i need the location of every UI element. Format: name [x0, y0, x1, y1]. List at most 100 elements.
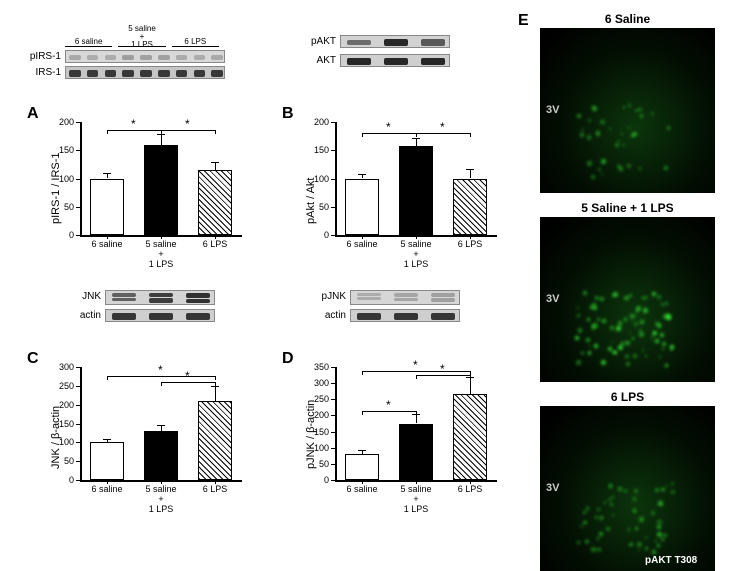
blot-D-band-0-2-b [431, 298, 455, 302]
chart-B-err-2 [470, 169, 471, 178]
chart-D-yticklabel-50: 50 [303, 459, 329, 469]
chart-B-yticklabel-100: 100 [303, 174, 329, 184]
fluo-dot-2-45 [610, 503, 613, 506]
chart-B-ytick-0 [331, 235, 335, 236]
fluo-dot-2-9 [606, 527, 609, 530]
chart-D-yticklabel-0: 0 [303, 475, 329, 485]
fluo-dot-1-67 [633, 354, 637, 358]
chart-B-yaxis [335, 122, 337, 235]
chart-A-ytick-0 [76, 235, 80, 236]
fluo-dot-0-27 [639, 167, 642, 170]
fluo-dot-2-0 [597, 508, 600, 511]
chart-A-xlabel-0-0: 6 saline [82, 240, 131, 250]
chart-D-xlabel-0-0: 6 saline [337, 485, 386, 495]
blot-B-band-1-1 [384, 58, 408, 66]
panel-letter-B: B [282, 105, 294, 123]
blot-B-strip-0 [340, 35, 450, 48]
chart-A-yticklabel-100: 100 [48, 174, 74, 184]
blot-C-strip-1 [105, 309, 215, 322]
blot-C-band-1-1 [149, 313, 173, 321]
chart-C-sigtickL-0 [107, 376, 108, 380]
chart-D-ytick-150 [331, 432, 335, 433]
fluo-dot-0-4 [640, 114, 644, 118]
chart-A-err-1 [161, 134, 162, 144]
chart-D-sigstar-0: * [413, 358, 418, 372]
fluo-dot-2-40 [618, 487, 622, 491]
fluo-dot-1-52 [657, 295, 661, 299]
blot-D-band-0-1-a [394, 293, 418, 297]
fluo-dot-0-15 [667, 126, 670, 129]
chart-B-err-1 [416, 138, 417, 146]
chart-B-errcap-2 [466, 169, 474, 170]
chart-C-yticklabel-150: 150 [48, 419, 74, 429]
fluo-dot-0-23 [631, 135, 633, 137]
chart-B-ytick-150 [331, 150, 335, 151]
chart-C-xlabel-1-2: 1 LPS [136, 505, 185, 515]
chart-B-sigstar-0: * [386, 120, 391, 134]
blot-A-bracket-0 [65, 46, 112, 47]
blot-A-band-1-1 [87, 70, 99, 78]
fluo-dot-1-69 [663, 314, 667, 318]
fluo-dot-2-26 [595, 516, 598, 519]
fluo-dot-2-15 [637, 542, 641, 546]
chart-A-yticklabel-50: 50 [48, 202, 74, 212]
blot-C-band-0-0-b [112, 298, 136, 302]
chart-A-sigstar-0: * [131, 117, 136, 131]
chart-D-ytick-0 [331, 480, 335, 481]
chart-A-sigstar-1: * [185, 117, 190, 131]
blot-D-band-0-0-a [357, 293, 381, 296]
chart-D: pJNK / β-actin0501001502002503003506 sal… [297, 355, 507, 505]
fluo-dot-2-46 [597, 548, 600, 551]
fluo-dot-0-14 [580, 133, 584, 137]
fluo-dot-1-46 [665, 302, 667, 304]
fluo-dot-1-16 [589, 345, 591, 347]
fluo-dot-1-36 [639, 329, 642, 332]
chart-C-sigtickL-1 [161, 382, 162, 386]
fluo-dot-0-18 [601, 159, 606, 164]
blot-D-rowlabel-0: pJNK [300, 291, 346, 302]
chart-C-sigtickR-0 [215, 376, 216, 380]
blot-C-band-0-2-a [186, 293, 210, 298]
blot-D-band-0-0-b [357, 297, 381, 300]
chart-D-sigstar-1: * [440, 362, 445, 376]
fluo-image-0: 3V [540, 28, 715, 193]
chart-A-err-2 [215, 162, 216, 170]
chart-A-yaxis [80, 122, 82, 235]
fluo-dot-1-43 [616, 326, 621, 331]
fluo-dot-0-21 [596, 131, 600, 135]
fluo-dot-2-17 [657, 544, 660, 547]
blot-C-band-0-1-a [149, 293, 173, 297]
chart-D-yticklabel-250: 250 [303, 394, 329, 404]
fluo-dot-1-65 [587, 318, 590, 321]
chart-D-bar-0 [345, 454, 378, 480]
chart-A-yticklabel-150: 150 [48, 145, 74, 155]
chart-D-ytick-100 [331, 448, 335, 449]
chart-C-ytick-300 [76, 367, 80, 368]
fluo-dot-1-42 [658, 324, 661, 327]
chart-A-sigtickL-0 [107, 130, 108, 134]
chart-D-errcap-1 [412, 414, 420, 415]
fluo-dot-1-40 [670, 348, 673, 351]
blot-B-rowlabel-0: pAKT [290, 36, 336, 47]
fluo-dot-2-18 [583, 521, 586, 524]
fluo-dot-2-5 [658, 501, 663, 506]
blot-D: pJNKactin [340, 290, 460, 350]
fluo-dot-1-70 [643, 308, 648, 313]
blot-B-band-1-0 [347, 58, 371, 66]
chart-A-ytick-150 [76, 150, 80, 151]
chart-D-ytick-300 [331, 383, 335, 384]
fluo-dot-0-8 [591, 175, 594, 178]
chart-A-errcap-0 [103, 173, 111, 174]
chart-B-yticklabel-50: 50 [303, 202, 329, 212]
blot-A-band-1-8 [211, 70, 223, 78]
fluo-dot-2-14 [671, 482, 674, 485]
chart-A-bar-2 [198, 170, 231, 235]
blot-A-toplabel-2: 6 LPS [172, 37, 219, 46]
chart-C-xlabel-2-0: 6 LPS [190, 485, 239, 495]
fluo-dot-1-49 [593, 325, 596, 328]
chart-D-yticklabel-200: 200 [303, 410, 329, 420]
chart-C-bar-0 [90, 442, 123, 480]
fluo-dot-1-22 [631, 319, 634, 322]
fluo-3v-2: 3V [546, 482, 559, 494]
fluo-dot-0-0 [622, 144, 624, 146]
